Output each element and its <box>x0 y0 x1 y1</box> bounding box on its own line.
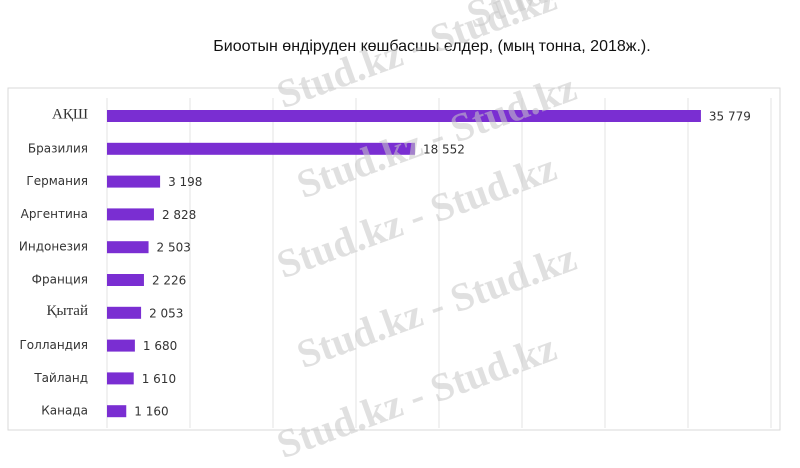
y-tick-label: АҚШ <box>52 106 88 122</box>
data-label: 2 053 <box>149 306 183 320</box>
bar <box>107 241 149 254</box>
bar <box>107 405 127 418</box>
y-tick-label: Қытай <box>46 303 88 319</box>
data-label: 18 552 <box>423 142 465 156</box>
y-tick-label: Индонезия <box>19 240 88 254</box>
y-tick-label: Франция <box>32 273 88 287</box>
data-label: 2 226 <box>152 274 186 288</box>
data-label: 1 160 <box>134 405 168 419</box>
y-tick-label: Голландия <box>19 338 88 352</box>
y-tick-label: Аргентина <box>21 207 88 221</box>
bar <box>107 175 161 188</box>
y-tick-label: Канада <box>41 404 88 418</box>
data-label: 1 610 <box>142 372 176 386</box>
data-label: 2 828 <box>162 208 196 222</box>
bar <box>107 372 134 385</box>
data-label: 1 680 <box>143 339 177 353</box>
chart-frame <box>7 87 781 431</box>
bar <box>107 110 701 122</box>
bar <box>107 339 135 352</box>
bar <box>107 306 142 319</box>
y-tick-label: Тайланд <box>33 371 88 385</box>
y-tick-label: Бразилия <box>28 141 88 155</box>
bar <box>107 208 154 221</box>
data-label: 35 779 <box>709 110 751 124</box>
bar <box>107 274 144 286</box>
bar <box>107 142 415 155</box>
data-label: 2 503 <box>157 241 191 255</box>
y-tick-label: Германия <box>26 174 88 188</box>
data-label: 3 198 <box>168 175 202 189</box>
chart-title: Биоотын өндіруден көшбасшы елдер, (мың т… <box>213 38 650 55</box>
